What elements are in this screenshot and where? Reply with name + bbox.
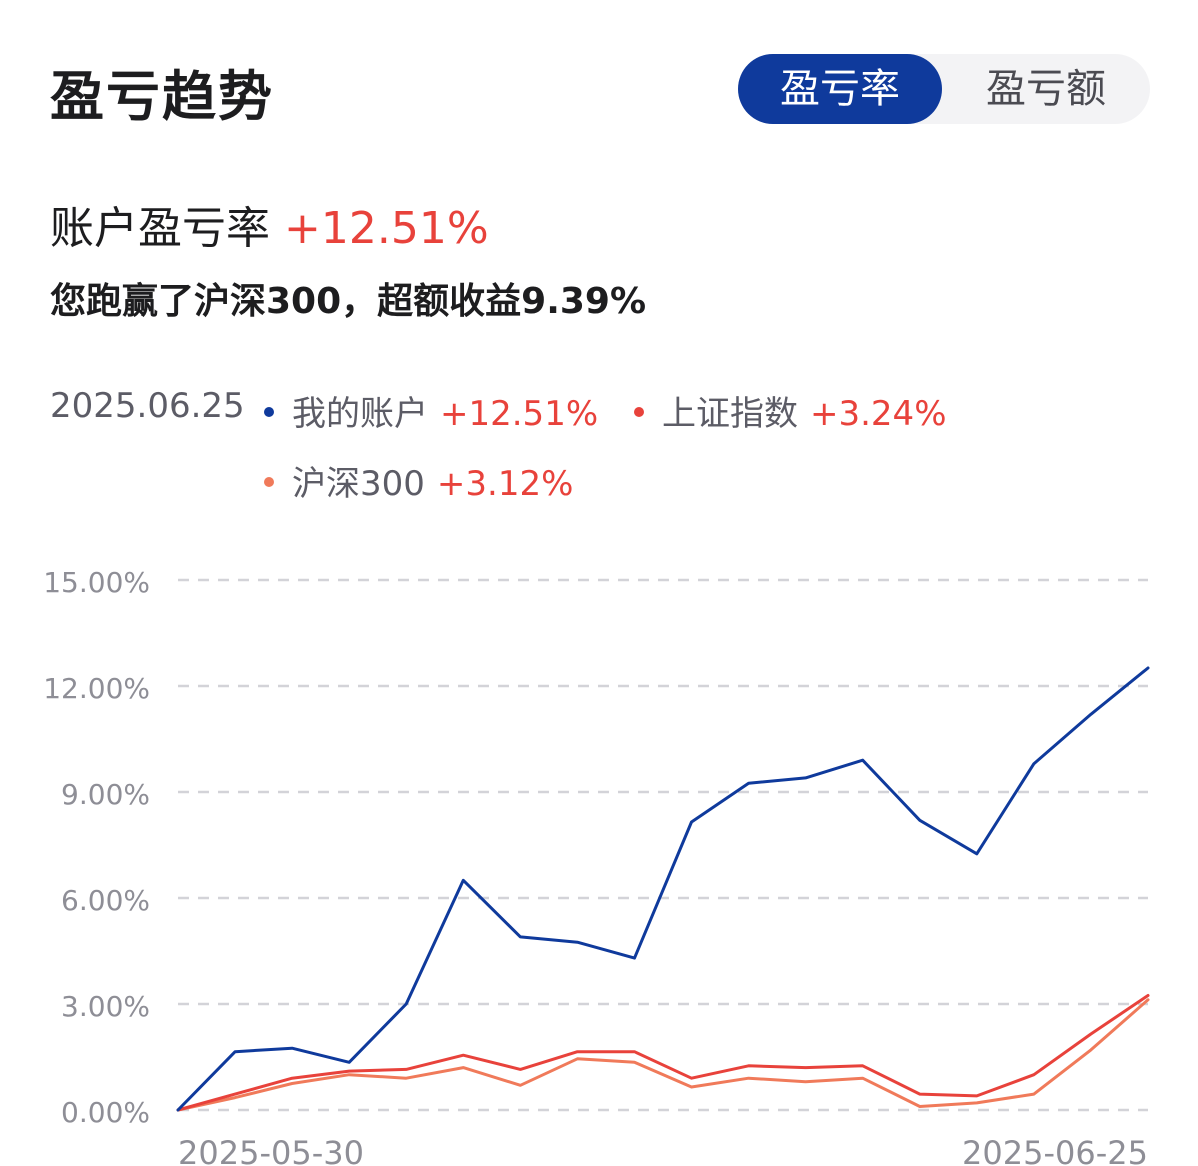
legend-date: 2025.06.25	[50, 386, 245, 426]
y-tick-label: 9.00%	[61, 778, 150, 811]
excess-return-note: 您跑赢了沪深300，超额收益9.39%	[50, 281, 647, 322]
y-tick-label: 6.00%	[61, 884, 150, 917]
x-tick-label: 2025-06-25	[962, 1134, 1148, 1166]
legend-dot-icon	[264, 476, 274, 487]
tab-profit-amount[interactable]: 盈亏额	[986, 66, 1106, 112]
legend-item-my-account: 我的账户 +12.51%	[264, 386, 598, 435]
series-line	[176, 666, 1150, 1112]
legend-item-sse-index: 上证指数 +3.24%	[634, 386, 947, 435]
profit-rate-line-chart: 15.00% 12.00% 9.00% 6.00% 3.00% 0.00% 2025-05-…	[43, 566, 1150, 1166]
y-tick-label: 0.00%	[61, 1096, 150, 1129]
series-line	[176, 994, 1150, 1112]
y-tick-label: 3.00%	[61, 990, 150, 1023]
page-title: 盈亏趋势	[50, 65, 274, 128]
tab-profit-rate[interactable]: 盈亏率	[738, 54, 942, 124]
account-rate-value: +12.51%	[284, 203, 489, 254]
y-tick-label: 15.00%	[43, 566, 150, 599]
account-rate-label: 账户盈亏率	[50, 203, 270, 254]
legend-item-csi300: 沪深300 +3.12%	[264, 456, 573, 505]
legend-dot-icon	[264, 406, 274, 417]
y-tick-label: 12.00%	[43, 672, 150, 705]
series-line	[176, 998, 1150, 1112]
x-tick-label: 2025-05-30	[178, 1134, 364, 1166]
legend-dot-icon	[634, 406, 644, 417]
account-rate-row: 账户盈亏率 +12.51%	[50, 192, 489, 256]
metric-toggle: 盈亏率 盈亏额	[738, 54, 1150, 124]
